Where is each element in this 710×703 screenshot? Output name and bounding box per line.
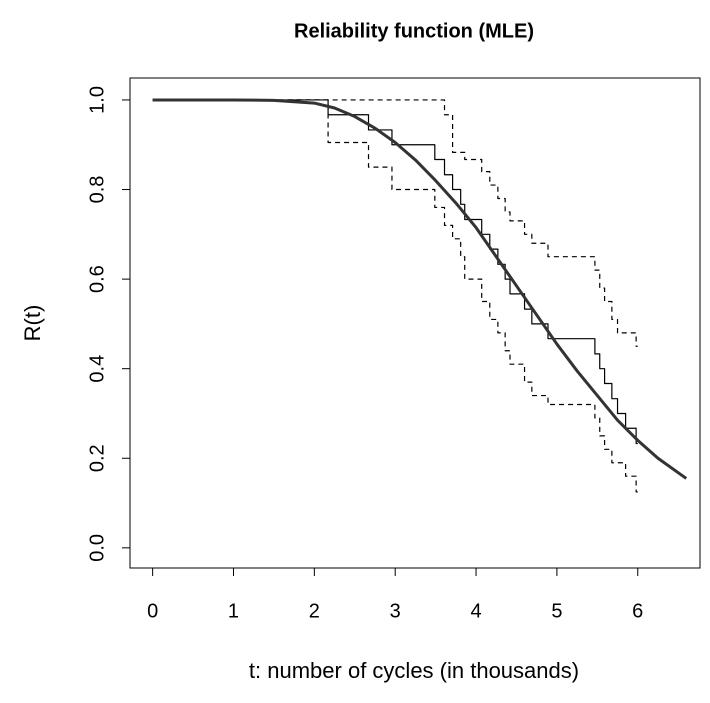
y-tick-label: 0.6 <box>86 265 108 293</box>
confidence-band <box>152 99 638 493</box>
y-tick-label: 0.8 <box>86 176 108 204</box>
confidence-band <box>152 99 638 347</box>
y-tick-label: 0.4 <box>86 355 108 383</box>
x-tick-label: 1 <box>228 600 239 622</box>
x-tick-label: 4 <box>470 600 481 622</box>
plot-frame <box>129 77 701 569</box>
y-tick-label: 0.0 <box>86 534 108 562</box>
x-axis-label: t: number of cycles (in thousands) <box>249 658 579 683</box>
x-tick-label: 0 <box>147 600 158 622</box>
x-tick-label: 6 <box>632 600 643 622</box>
x-tick-label: 5 <box>551 600 562 622</box>
x-tick-label: 2 <box>309 600 320 622</box>
y-tick-label: 0.2 <box>86 444 108 472</box>
chart-title: Reliability function (MLE) <box>294 20 534 42</box>
y-tick-label: 1.0 <box>86 86 108 114</box>
fitted-curve <box>152 98 688 480</box>
x-tick-label: 3 <box>390 600 401 622</box>
km-step-line <box>152 99 638 445</box>
y-axis-label: R(t) <box>20 305 45 342</box>
